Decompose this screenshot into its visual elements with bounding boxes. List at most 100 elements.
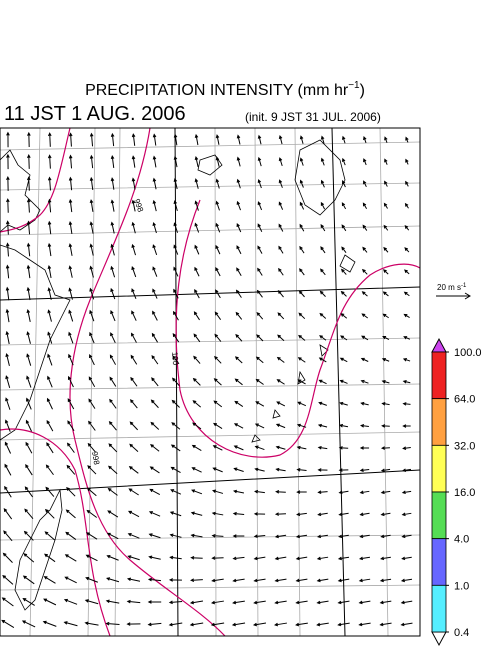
wind-arrow [233,445,244,451]
wind-arrow [320,246,326,254]
colorbar-under [431,631,447,647]
wind-arrow [131,177,136,190]
wind-arrow [210,622,225,627]
wind-arrow [405,136,409,143]
wind-arrow [89,309,95,322]
wind-arrow [213,422,223,429]
wind-arrow [26,242,31,257]
wind-arrow [299,179,304,188]
wind-arrow [403,291,410,297]
wind-arrow [295,556,308,561]
wind-arrow [194,156,199,167]
wind-arrow [68,287,73,300]
wind-arrow [362,246,368,253]
wind-arrow [295,622,308,627]
wind-arrow [379,600,392,605]
wind-arrow [147,600,162,604]
wind-arrow [361,268,368,275]
wind-arrow [47,198,52,213]
wind-arrow [5,308,10,323]
wind-arrow [363,135,367,144]
wind-arrow [341,246,347,253]
wind-arrow [299,135,304,144]
wind-arrow [361,313,369,319]
wind-arrow [253,556,266,561]
wind-arrow [110,199,115,212]
wind-arrow [299,268,305,276]
wind-arrow [194,200,199,211]
wind-arrow [47,220,52,235]
wind-arrow [152,288,158,299]
wind-arrow [380,468,391,473]
wind-arrow [404,224,410,231]
coastline [0,139,356,611]
wind-arrow [171,422,181,430]
wind-arrow [27,154,31,169]
wind-arrow [402,380,411,384]
colorbar-label: 32.0 [454,440,475,452]
wind-arrow [47,154,52,169]
wind-arrow [152,133,157,146]
contour-label: 998 [90,451,101,466]
wind-arrow [337,556,350,561]
wind-arrow [106,577,120,583]
wind-arrow [212,489,224,494]
wind-arrow [317,445,328,450]
wind-arrow [89,176,94,191]
colorbar-segment [431,491,447,540]
wind-arrow [109,398,117,409]
wind-arrow [108,465,118,475]
wind-arrow [319,312,327,319]
wind-arrow [362,224,368,231]
wind-arrow [193,333,201,343]
wind-arrow [87,465,97,475]
wind-arrow [401,490,412,495]
colorbar-over [431,337,447,353]
wind-arrow [298,334,306,341]
wind-arrow [189,600,204,605]
wind-field [1,131,413,629]
wind-arrow [131,133,136,146]
wind-arrow [26,176,31,191]
wind-arrow [318,379,327,385]
wind-arrow [257,267,263,276]
wind-arrow [341,157,346,166]
wind-arrow [4,441,12,454]
wind-arrow [215,156,220,167]
wind-arrow [110,243,115,256]
wind-arrow [2,552,13,563]
wind-arrow [383,246,389,253]
wind-arrow [299,245,305,254]
wind-arrow [362,202,368,209]
wind-arrow [382,313,389,319]
wind-arrow [277,334,285,342]
wind-arrow [234,356,243,364]
wind-arrow [380,446,390,450]
wind-arrow [275,467,286,472]
wind-arrow [192,377,201,386]
wind-arrow [66,487,76,497]
wind-arrow [214,333,222,342]
wind-arrow [235,311,243,320]
wind-arrow [3,530,13,542]
wind-arrow [298,290,305,298]
wind-arrow [363,180,367,188]
wind-arrow [87,442,97,453]
wind-arrow [299,223,305,232]
wind-arrow [212,467,223,473]
wind-arrow [129,443,139,452]
wind-arrow [381,402,390,406]
wind-arrow [215,267,221,277]
colorbar-segment [431,444,447,493]
wind-arrow [190,578,203,583]
wind-arrow [339,401,348,406]
wind-scale-text: 20 m s [437,283,461,292]
wind-arrow [296,490,307,494]
wind-arrow [252,622,267,627]
wind-arrow [320,157,325,166]
wind-arrow [85,532,98,540]
contour-label: 100 [170,351,180,366]
wind-arrow [358,600,371,605]
wind-arrow [106,554,119,561]
wind-arrow [1,619,15,629]
